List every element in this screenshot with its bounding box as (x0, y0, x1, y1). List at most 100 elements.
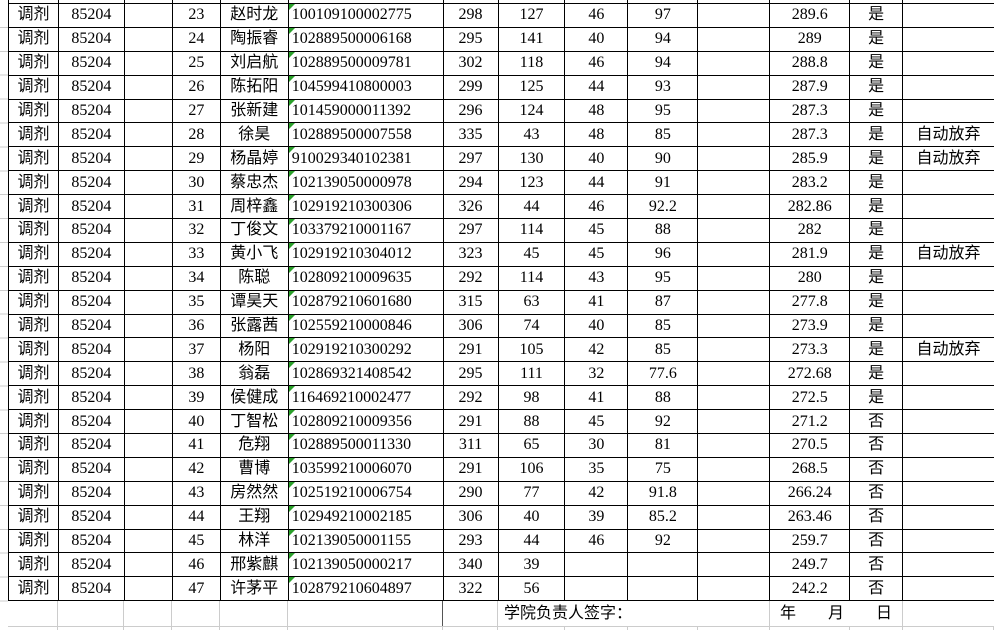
cell-total-score[interactable]: 271.2 (770, 410, 851, 434)
cell-adjust-type[interactable]: 调剂 (9, 171, 59, 195)
cell-adjust-type[interactable]: 调剂 (9, 362, 59, 386)
cell-score-4[interactable]: 88 (628, 219, 699, 242)
cell-score-4[interactable]: 92 (628, 410, 699, 434)
cell-candidate-id[interactable]: 102889500009781 (288, 51, 444, 75)
cell-score-2[interactable]: 106 (499, 457, 566, 481)
cell-rank-number[interactable]: 35 (173, 290, 221, 314)
cell-rank-number[interactable]: 24 (173, 27, 221, 51)
cell-confirm-yn[interactable]: 是 (850, 27, 904, 51)
cell-blank[interactable] (125, 147, 173, 171)
cell-rank-number[interactable]: 38 (173, 362, 221, 386)
cell-score-4[interactable]: 88 (628, 386, 699, 410)
cell-total-score[interactable]: 282.86 (770, 195, 851, 219)
cell-confirm-yn[interactable]: 是 (850, 147, 904, 171)
cell-name[interactable]: 陈聪 (221, 266, 289, 290)
cell-candidate-id[interactable]: 102889500007558 (288, 123, 444, 147)
cell-blank-2[interactable] (698, 481, 771, 505)
cell-score-2[interactable]: 125 (499, 75, 566, 99)
cell-remark[interactable]: 自动放弃 (916, 340, 981, 358)
cell-score-3[interactable]: 45 (565, 219, 629, 242)
cell-confirm-yn[interactable]: 是 (850, 290, 904, 314)
cell-initial-score[interactable]: 295 (444, 362, 499, 386)
cell-adjust-type[interactable]: 调剂 (9, 338, 59, 362)
cell-total-score[interactable]: 282 (770, 219, 851, 242)
footer-empty-cell[interactable] (220, 601, 288, 626)
cell-blank-2[interactable] (698, 147, 771, 171)
cell-total-score[interactable]: 259.7 (770, 529, 851, 553)
cell-score-3[interactable]: 46 (565, 195, 629, 219)
cell-rank-number[interactable]: 43 (173, 481, 221, 505)
cell-blank[interactable] (125, 219, 173, 242)
cell-rank-number[interactable]: 33 (173, 242, 221, 266)
cell-major-code[interactable]: 85204 (59, 123, 125, 147)
cell-blank-2[interactable] (698, 362, 771, 386)
cell-score-2[interactable]: 130 (499, 147, 566, 171)
cell-rank-number[interactable]: 28 (173, 123, 221, 147)
cell-adjust-type[interactable]: 调剂 (9, 434, 59, 457)
cell-blank[interactable] (125, 338, 173, 362)
cell-blank[interactable] (125, 27, 173, 51)
cell-name[interactable]: 陶振睿 (221, 27, 289, 51)
cell-total-score[interactable]: 283.2 (770, 171, 851, 195)
cell-name[interactable]: 林洋 (221, 529, 289, 553)
cell-score-3[interactable]: 46 (565, 529, 629, 553)
cell-name[interactable]: 赵时龙 (221, 4, 289, 27)
cell-name[interactable]: 侯健成 (221, 386, 289, 410)
cell-candidate-id[interactable]: 104599410800003 (288, 75, 444, 99)
cell-adjust-type[interactable]: 调剂 (9, 242, 59, 266)
cell-blank-2[interactable] (698, 266, 771, 290)
cell-blank[interactable] (125, 505, 173, 529)
cell-score-4[interactable]: 81 (628, 434, 699, 457)
cell-total-score[interactable]: 287.3 (770, 123, 851, 147)
cell-candidate-id[interactable]: 101459000011392 (288, 99, 444, 123)
cell-major-code[interactable]: 85204 (59, 386, 125, 410)
cell-total-score[interactable]: 281.9 (770, 242, 851, 266)
cell-remark[interactable] (903, 28, 994, 51)
cell-adjust-type[interactable]: 调剂 (9, 577, 59, 601)
cell-score-3[interactable]: 48 (565, 99, 629, 123)
cell-score-3[interactable]: 44 (565, 75, 629, 99)
cell-blank-2[interactable] (698, 99, 771, 123)
cell-confirm-yn[interactable]: 是 (850, 99, 904, 123)
cell-remark[interactable] (903, 195, 994, 218)
cell-score-2[interactable]: 40 (499, 505, 566, 529)
cell-score-3[interactable]: 39 (565, 505, 629, 529)
cell-candidate-id[interactable]: 102949210002185 (288, 505, 444, 529)
cell-major-code[interactable]: 85204 (59, 147, 125, 171)
cell-score-2[interactable]: 105 (499, 338, 566, 362)
cell-confirm-yn[interactable]: 是 (850, 386, 904, 410)
cell-score-4[interactable]: 94 (628, 27, 699, 51)
cell-score-4[interactable]: 85 (628, 338, 699, 362)
cell-blank-2[interactable] (698, 171, 771, 195)
cell-major-code[interactable]: 85204 (59, 75, 125, 99)
cell-name[interactable]: 房然然 (221, 481, 289, 505)
cell-confirm-yn[interactable]: 是 (850, 219, 904, 242)
cell-name[interactable]: 谭昊天 (221, 290, 289, 314)
cell-total-score[interactable]: 272.5 (770, 386, 851, 410)
cell-score-4[interactable]: 87 (628, 290, 699, 314)
cell-adjust-type[interactable]: 调剂 (9, 481, 59, 505)
cell-name[interactable]: 刘启航 (221, 51, 289, 75)
cell-initial-score[interactable]: 299 (444, 75, 499, 99)
cell-initial-score[interactable]: 291 (444, 410, 499, 434)
cell-blank[interactable] (125, 577, 173, 601)
cell-adjust-type[interactable]: 调剂 (9, 457, 59, 481)
cell-initial-score[interactable]: 290 (444, 481, 499, 505)
cell-blank[interactable] (125, 457, 173, 481)
footer-empty-cell[interactable] (124, 601, 172, 626)
cell-initial-score[interactable]: 326 (444, 195, 499, 219)
cell-score-4[interactable]: 85.2 (628, 505, 699, 529)
cell-remark[interactable] (903, 219, 994, 242)
cell-initial-score[interactable]: 315 (444, 290, 499, 314)
cell-remark[interactable] (903, 171, 994, 194)
cell-adjust-type[interactable]: 调剂 (9, 51, 59, 75)
cell-total-score[interactable]: 285.9 (770, 147, 851, 171)
cell-score-3[interactable]: 41 (565, 386, 629, 410)
cell-score-4[interactable]: 95 (628, 99, 699, 123)
cell-remark[interactable] (903, 458, 994, 481)
cell-blank[interactable] (125, 410, 173, 434)
cell-confirm-yn[interactable]: 是 (850, 314, 904, 338)
cell-score-4[interactable]: 95 (628, 266, 699, 290)
cell-total-score[interactable]: 273.3 (770, 338, 851, 362)
cell-score-2[interactable]: 44 (499, 529, 566, 553)
